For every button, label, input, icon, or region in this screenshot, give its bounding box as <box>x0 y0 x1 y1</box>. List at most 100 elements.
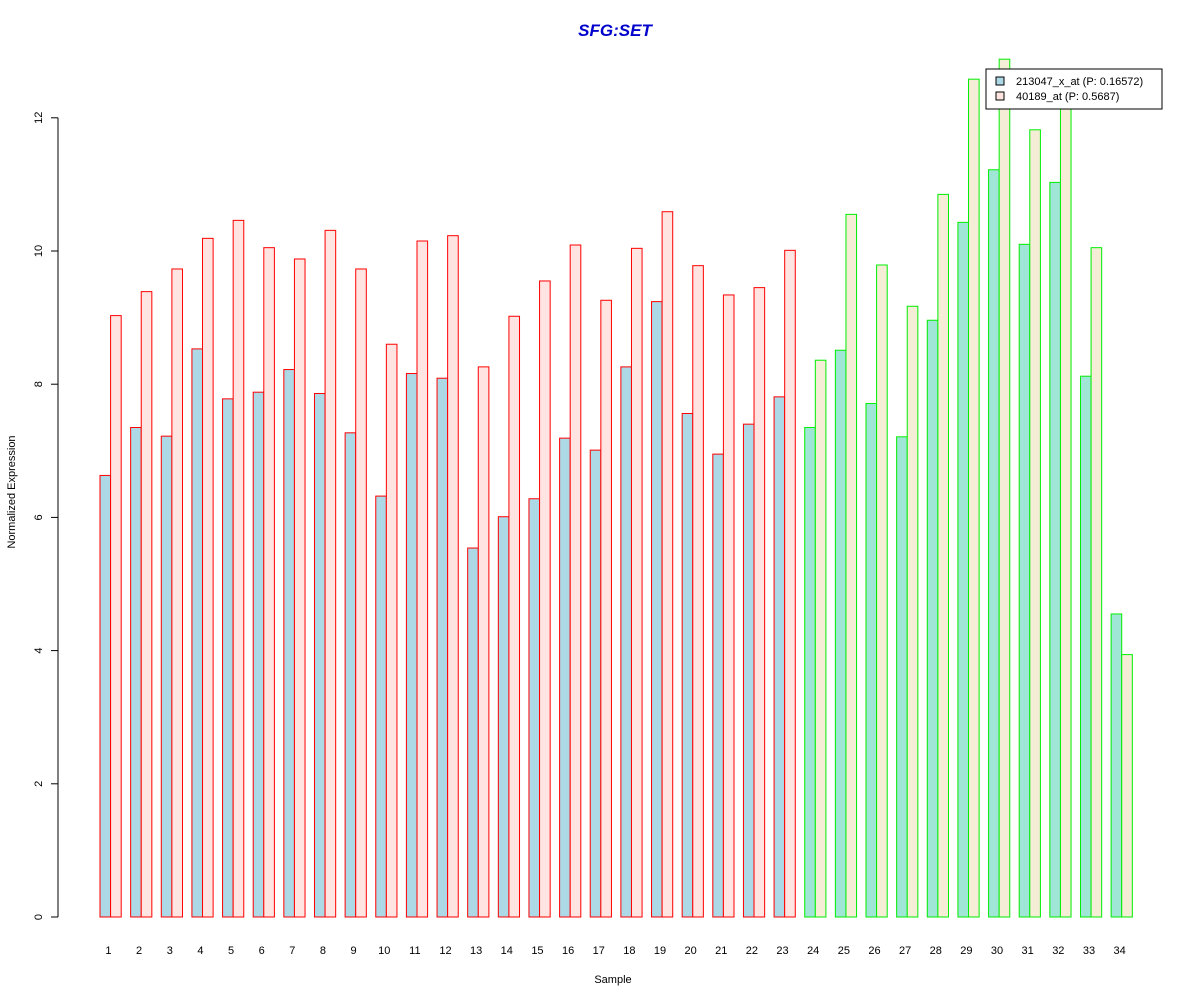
bar-series-1-sample-22 <box>742 423 755 918</box>
x-tick-label: 11 <box>409 945 420 957</box>
x-tick-label: 28 <box>930 945 942 957</box>
bar-series-1-sample-14 <box>497 516 510 918</box>
bar-series-1-sample-6 <box>252 391 265 918</box>
x-tick-label: 14 <box>501 945 513 957</box>
bar-series-2-sample-26 <box>876 264 888 918</box>
bar-series-2-sample-2 <box>140 291 153 918</box>
y-tick-label: 10 <box>33 245 45 257</box>
bar-series-2-sample-8 <box>324 229 337 918</box>
y-tick-label: 4 <box>33 648 45 654</box>
bar-series-1-sample-31 <box>1018 243 1031 918</box>
bar-series-2-sample-9 <box>355 268 367 918</box>
bar-series-2-sample-31 <box>1029 129 1041 918</box>
legend: 213047_x_at (P: 0.16572) 40189_at (P: 0.… <box>985 68 1163 110</box>
bar-series-1-sample-2 <box>130 426 142 918</box>
legend-swatch-series-1 <box>995 76 1005 86</box>
bar-series-2-sample-33 <box>1090 247 1103 918</box>
x-tick-label: 27 <box>899 945 911 957</box>
y-tick-label: 12 <box>33 112 45 124</box>
bar-series-1-sample-29 <box>957 221 970 918</box>
bar-series-2-sample-1 <box>110 315 122 918</box>
bar-series-2-sample-14 <box>508 315 521 918</box>
bar-series-2-sample-19 <box>661 211 674 918</box>
bar-series-2-sample-6 <box>263 247 275 918</box>
bar-series-1-sample-11 <box>405 373 418 918</box>
x-tick-label: 4 <box>197 945 203 957</box>
x-tick-label: 25 <box>838 945 850 957</box>
bar-series-1-sample-16 <box>559 437 571 918</box>
bar-series-1-sample-30 <box>988 169 1000 918</box>
x-tick-label: 1 <box>105 945 111 957</box>
x-tick-label: 13 <box>470 945 482 957</box>
bar-series-1-sample-5 <box>222 398 234 918</box>
bar-series-1-sample-28 <box>926 319 939 918</box>
bar-series-2-sample-21 <box>722 294 735 918</box>
bar-series-2-sample-16 <box>569 244 582 918</box>
bar-series-1-sample-19 <box>651 301 663 918</box>
x-axis-label: Sample <box>594 974 631 986</box>
bar-series-2-sample-32 <box>1059 93 1072 918</box>
x-tick-label: 30 <box>991 945 1003 957</box>
bar-series-1-sample-32 <box>1049 181 1061 918</box>
bar-series-1-sample-18 <box>620 366 632 918</box>
x-tick-label: 6 <box>259 945 265 957</box>
x-tick-label: 8 <box>320 945 326 957</box>
x-tick-label: 29 <box>960 945 972 957</box>
x-tick-label: 5 <box>228 945 234 957</box>
bar-series-1-sample-4 <box>191 348 204 918</box>
x-tick-label: 17 <box>593 945 605 957</box>
x-tick-label: 26 <box>868 945 880 957</box>
bar-series-2-sample-5 <box>232 219 245 918</box>
x-tick-label: 2 <box>136 945 142 957</box>
x-tick-label: 20 <box>685 945 697 957</box>
bar-series-2-sample-23 <box>784 249 796 918</box>
bar-series-2-sample-10 <box>385 343 398 918</box>
bar-series-1-sample-13 <box>467 547 479 918</box>
x-tick-label: 19 <box>654 945 666 957</box>
bar-series-2-sample-18 <box>630 247 643 918</box>
x-tick-label: 34 <box>1113 945 1125 957</box>
bar-series-1-sample-9 <box>344 432 357 918</box>
x-tick-label: 7 <box>289 945 295 957</box>
y-tick-label: 2 <box>33 781 45 787</box>
x-tick-label: 24 <box>807 945 819 957</box>
bar-series-2-sample-11 <box>416 240 429 918</box>
legend-box <box>985 68 1163 110</box>
y-axis-label: Normalized Expression <box>6 435 18 548</box>
x-tick-label: 22 <box>746 945 758 957</box>
bar-series-2-sample-34 <box>1121 654 1133 918</box>
bar-series-2-sample-13 <box>477 366 490 918</box>
bar-series-2-sample-20 <box>692 265 704 918</box>
x-tick-label: 12 <box>439 945 451 957</box>
bar-series-1-sample-27 <box>896 436 908 918</box>
x-axis-labels: 1 2 3 4 5 6 7 8 9 10 11 12 13 14 15 16 17 18 19 20 21 22 23 24 2… <box>105 945 1125 957</box>
bar-series-1-sample-26 <box>865 403 878 918</box>
bar-series-2-sample-15 <box>539 280 551 918</box>
bar-series-2-sample-25 <box>845 213 858 918</box>
x-tick-label: 33 <box>1083 945 1095 957</box>
bars <box>99 58 1133 918</box>
bar-series-2-sample-4 <box>202 237 214 918</box>
bar-series-1-sample-7 <box>283 369 295 918</box>
x-tick-label: 21 <box>715 945 727 957</box>
bar-series-2-sample-27 <box>906 305 919 918</box>
x-tick-label: 23 <box>776 945 788 957</box>
x-tick-label: 9 <box>351 945 357 957</box>
bar-series-1-sample-10 <box>375 495 387 918</box>
bar-series-1-sample-8 <box>313 393 326 918</box>
bar-series-1-sample-1 <box>99 474 112 918</box>
bar-series-2-sample-30 <box>998 58 1011 918</box>
bar-series-2-sample-17 <box>600 299 612 918</box>
bar-series-1-sample-20 <box>681 413 694 918</box>
bar-series-2-sample-22 <box>753 287 766 918</box>
bar-series-1-sample-12 <box>436 377 449 918</box>
legend-swatch-series-2 <box>995 91 1005 101</box>
bar-series-1-sample-3 <box>160 435 173 918</box>
bar-series-1-sample-34 <box>1110 613 1123 918</box>
y-axis: 0 2 4 6 8 10 12 <box>33 112 59 920</box>
bar-series-2-sample-3 <box>171 268 183 918</box>
bar-series-2-sample-24 <box>814 359 827 918</box>
bar-series-1-sample-17 <box>589 449 602 918</box>
bar-series-1-sample-23 <box>773 396 786 918</box>
